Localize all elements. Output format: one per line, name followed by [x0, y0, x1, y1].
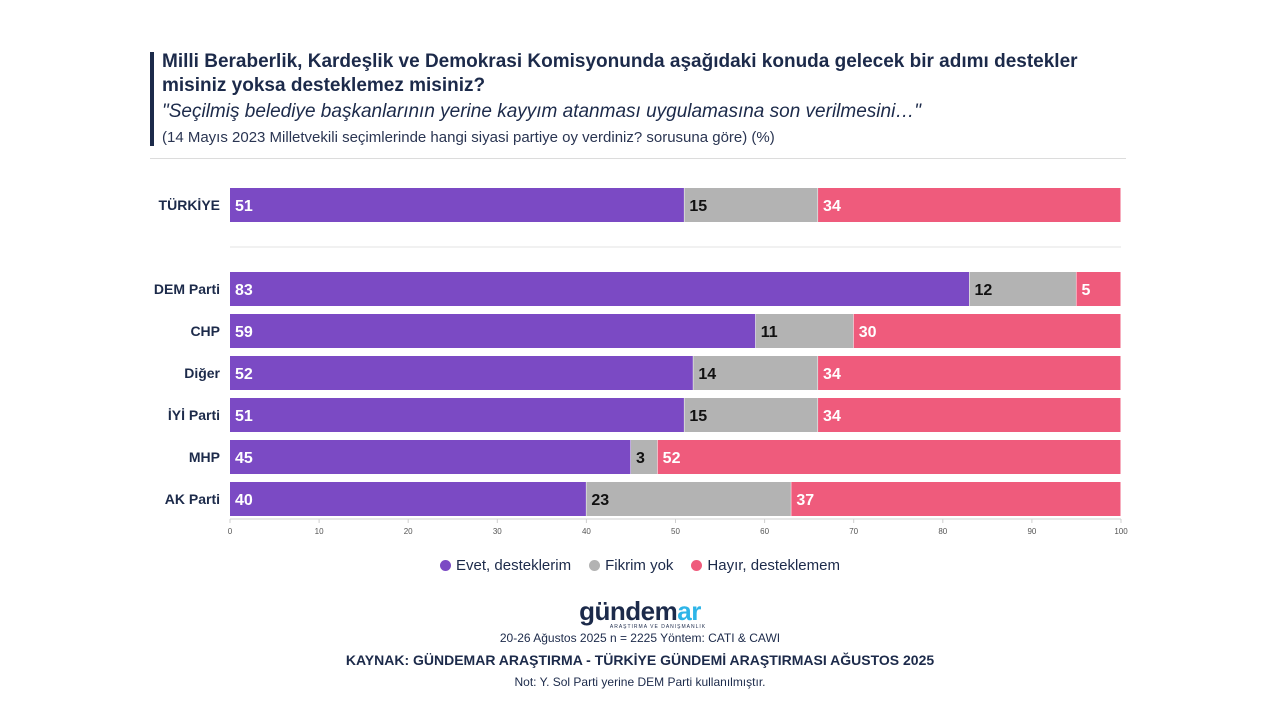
bar-evet-desteklerim-ak-parti	[230, 482, 587, 516]
bar-hay-r-desteklemem-mhp	[657, 440, 1121, 474]
data-label-hay-r-desteklemem-tu-rki-ye: 34	[823, 198, 841, 215]
category-label-dem-parti: DEM Parti	[154, 281, 220, 297]
data-label-evet-desteklerim-dig-er: 52	[235, 366, 253, 383]
logo-tagline: ARAŞTIRMA VE DANIŞMANLIK	[609, 624, 707, 630]
x-tick-label-10: 10	[315, 527, 324, 536]
bar-hay-r-desteklemem-tu-rki-ye	[818, 188, 1121, 222]
data-label-evet-desteklerim-mhp: 45	[235, 450, 253, 467]
data-label-hay-r-desteklemem-chp: 30	[859, 324, 877, 341]
x-tick-label-70: 70	[849, 527, 858, 536]
footer-source: KAYNAK: GÜNDEMAR ARAŞTIRMA - TÜRKİYE GÜN…	[345, 652, 935, 668]
bar-fikrim-yok-ak-parti	[586, 482, 792, 516]
x-tick-label-100: 100	[1114, 527, 1128, 536]
legend-dot-fikrim-yok	[589, 560, 601, 571]
legend-dot-evet	[440, 560, 452, 571]
legend-item-fikrim-yok: Fikrim yok	[589, 557, 673, 574]
legend-item-evet: Evet, desteklerim	[440, 557, 571, 574]
data-label-hay-r-desteklemem-ak-parti: 37	[796, 492, 814, 509]
bar-fikrim-yok-chp	[755, 314, 854, 348]
x-tick-label-60: 60	[760, 527, 769, 536]
category-label-ak-parti: AK Parti	[165, 491, 220, 507]
data-label-fikrim-yok-i-yi-parti: 15	[689, 408, 707, 425]
header-accent-bar	[150, 52, 154, 146]
x-tick-label-0: 0	[228, 527, 233, 536]
data-label-hay-r-desteklemem-mhp: 52	[663, 450, 681, 467]
data-label-fikrim-yok-ak-parti: 23	[591, 492, 609, 509]
bar-evet-desteklerim-i-yi-parti	[230, 398, 685, 432]
footer-note: Not: Y. Sol Parti yerine DEM Parti kulla…	[514, 675, 766, 689]
data-label-fikrim-yok-dem-parti: 12	[975, 282, 993, 299]
bar-evet-desteklerim-tu-rki-ye	[230, 188, 685, 222]
data-label-evet-desteklerim-chp: 59	[235, 324, 253, 341]
data-label-fikrim-yok-mhp: 3	[636, 450, 645, 467]
logo-wordmark: gündemar	[0, 598, 1280, 624]
chart-legend: Evet, desteklerim Fikrim yok Hayır, dest…	[0, 557, 1280, 574]
bar-evet-desteklerim-dem-parti	[230, 272, 970, 306]
legend-label-evet: Evet, desteklerim	[456, 557, 572, 574]
bar-hay-r-desteklemem-dem-parti	[1076, 272, 1121, 306]
bar-evet-desteklerim-dig-er	[230, 356, 694, 390]
chart-subtitle: "Seçilmiş belediye başkanlarının yerine …	[162, 101, 922, 122]
x-tick-label-40: 40	[582, 527, 591, 536]
footer-method: 20-26 Ağustos 2025 n = 2225 Yöntem: CATI…	[499, 631, 781, 645]
x-tick-label-90: 90	[1027, 527, 1036, 536]
header-divider	[150, 158, 1126, 159]
bar-fikrim-yok-dig-er	[693, 356, 819, 390]
data-label-fikrim-yok-chp: 11	[761, 324, 778, 341]
x-tick-label-20: 20	[404, 527, 413, 536]
bar-hay-r-desteklemem-ak-parti	[791, 482, 1121, 516]
chart-note: (14 Mayıs 2023 Milletvekili seçimlerinde…	[162, 129, 775, 146]
bar-fikrim-yok-i-yi-parti	[684, 398, 819, 432]
bar-hay-r-desteklemem-chp	[853, 314, 1121, 348]
category-label-i-yi-parti: İYİ Parti	[168, 407, 220, 423]
data-label-hay-r-desteklemem-dig-er: 34	[823, 366, 841, 383]
legend-dot-hayir	[691, 560, 703, 571]
bar-hay-r-desteklemem-i-yi-parti	[818, 398, 1121, 432]
x-tick-label-80: 80	[938, 527, 947, 536]
data-label-evet-desteklerim-tu-rki-ye: 51	[235, 198, 253, 215]
data-label-fikrim-yok-dig-er: 14	[698, 366, 716, 383]
data-label-evet-desteklerim-ak-parti: 40	[235, 492, 253, 509]
bar-fikrim-yok-mhp	[630, 440, 658, 474]
data-label-hay-r-desteklemem-dem-parti: 5	[1081, 282, 1090, 299]
bar-evet-desteklerim-mhp	[230, 440, 631, 474]
bar-fikrim-yok-tu-rki-ye	[684, 188, 819, 222]
bar-evet-desteklerim-chp	[230, 314, 756, 348]
chart-title: Milli Beraberlik, Kardeşlik ve Demokrasi…	[162, 51, 1078, 96]
bar-fikrim-yok-dem-parti	[969, 272, 1077, 306]
logo-word-accent: ar	[677, 596, 701, 626]
data-label-evet-desteklerim-i-yi-parti: 51	[235, 408, 253, 425]
x-tick-label-50: 50	[671, 527, 680, 536]
chart-header: Milli Beraberlik, Kardeşlik ve Demokrasi…	[150, 50, 1130, 148]
data-label-evet-desteklerim-dem-parti: 83	[235, 282, 253, 299]
legend-item-hayir: Hayır, desteklemem	[691, 557, 840, 574]
legend-label-fikrim-yok: Fikrim yok	[605, 557, 674, 574]
legend-label-hayir: Hayır, desteklemem	[707, 557, 840, 574]
bar-hay-r-desteklemem-dig-er	[818, 356, 1121, 390]
data-label-hay-r-desteklemem-i-yi-parti: 34	[823, 408, 841, 425]
x-tick-label-30: 30	[493, 527, 502, 536]
gundemar-logo: gündemar ARAŞTIRMA VE DANIŞMANLIK	[0, 598, 1280, 630]
category-label-chp: CHP	[190, 323, 220, 339]
category-label-dig-er: Diğer	[184, 365, 220, 381]
data-label-fikrim-yok-tu-rki-ye: 15	[689, 198, 707, 215]
logo-word-main: gündem	[579, 596, 678, 626]
category-label-tu-rki-ye: TÜRKİYE	[159, 197, 220, 213]
category-label-mhp: MHP	[189, 449, 220, 465]
